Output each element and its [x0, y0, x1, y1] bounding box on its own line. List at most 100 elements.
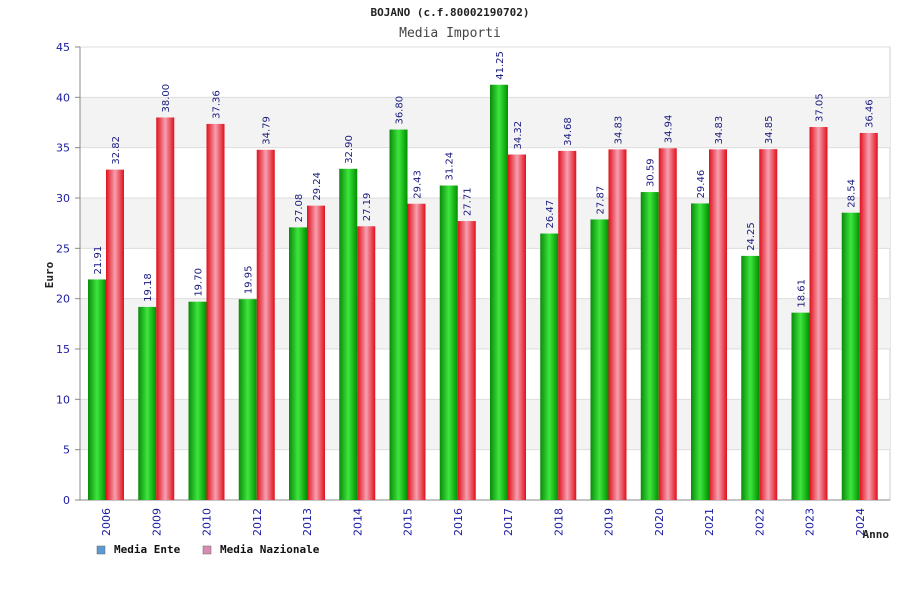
- bar: [357, 226, 376, 500]
- data-label: 38.00: [161, 84, 172, 113]
- legend-swatch: [202, 545, 212, 555]
- x-tick-label: 2014: [351, 508, 364, 536]
- bar: [206, 123, 225, 500]
- chart-subtitle: Media Importi: [399, 26, 501, 41]
- x-tick-label: 2018: [552, 508, 565, 536]
- bar: [156, 117, 175, 500]
- data-label: 34.32: [513, 121, 524, 150]
- data-label: 34.83: [714, 116, 725, 145]
- data-label: 31.24: [445, 152, 456, 181]
- bar: [339, 168, 358, 500]
- y-tick-label: 45: [56, 41, 70, 54]
- bar: [859, 132, 878, 500]
- data-label: 30.59: [646, 158, 657, 187]
- bar: [741, 255, 760, 500]
- y-tick-label: 0: [63, 494, 70, 507]
- x-tick-label: 2019: [603, 508, 616, 536]
- y-tick-label: 25: [56, 242, 70, 255]
- data-label: 27.87: [596, 186, 607, 215]
- bar: [256, 149, 275, 500]
- y-tick-label: 5: [63, 444, 70, 457]
- legend-label: Media Nazionale: [220, 543, 320, 556]
- data-label: 21.91: [93, 246, 104, 275]
- data-label: 34.94: [664, 115, 675, 144]
- bar: [640, 192, 659, 500]
- bar: [188, 301, 207, 500]
- data-label: 18.61: [797, 279, 808, 308]
- bars: 21.91 32.82 19.18 38.00 19.70 37.36 19.95 34.79…: [88, 51, 878, 501]
- bar: [88, 279, 106, 500]
- y-tick-label: 10: [56, 393, 70, 406]
- x-tick-label: 2006: [100, 508, 113, 536]
- bar: [709, 149, 727, 501]
- bar: [238, 299, 257, 500]
- y-tick-label: 15: [56, 343, 70, 356]
- data-label: 32.90: [344, 135, 355, 164]
- x-tick-label: 2016: [452, 508, 465, 536]
- x-tick-label: 2009: [150, 508, 163, 536]
- bar: [439, 185, 458, 500]
- bar: [389, 129, 408, 500]
- data-label: 28.54: [847, 179, 858, 208]
- chart-title: BOJANO (c.f.80002190702): [371, 6, 530, 19]
- legend: Media Ente Media Nazionale: [96, 543, 320, 556]
- y-tick-label: 40: [56, 91, 70, 104]
- data-label: 29.46: [696, 170, 707, 199]
- legend-label: Media Ente: [114, 543, 181, 556]
- data-label: 27.71: [463, 187, 474, 216]
- bar: [658, 148, 677, 500]
- data-label: 34.68: [563, 117, 574, 146]
- bar: [558, 150, 577, 500]
- x-tick-label: 2020: [653, 508, 666, 536]
- bar: [540, 233, 559, 500]
- bar: [508, 154, 526, 500]
- data-label: 34.85: [764, 116, 775, 145]
- x-tick-label: 2024: [854, 508, 867, 536]
- bar: [407, 203, 426, 500]
- bar: [457, 221, 476, 500]
- data-label: 29.43: [413, 170, 424, 199]
- x-tick-label: 2010: [201, 508, 214, 536]
- bar: [490, 84, 508, 500]
- data-label: 26.47: [545, 200, 556, 229]
- bar: [106, 169, 124, 500]
- y-axis-label: Euro: [43, 261, 56, 288]
- bar: [691, 203, 709, 500]
- y-tick-label: 20: [56, 293, 70, 306]
- data-label: 37.05: [815, 93, 826, 122]
- bar: [590, 219, 609, 500]
- data-label: 19.95: [244, 266, 255, 295]
- bar: [841, 212, 860, 500]
- data-label: 29.24: [312, 172, 323, 201]
- data-label: 19.18: [143, 273, 154, 302]
- data-label: 41.25: [495, 51, 506, 80]
- data-label: 24.25: [746, 222, 757, 251]
- bar: [608, 149, 627, 501]
- data-label: 27.08: [294, 194, 305, 223]
- data-label: 37.36: [212, 90, 223, 119]
- x-axis-ticks: 2006 2009 2010 2012 2013 2014 2015 2016 2017 2018…: [100, 508, 867, 536]
- x-axis-label: Anno: [863, 528, 890, 541]
- data-label: 36.80: [395, 96, 406, 125]
- data-label: 27.19: [362, 193, 373, 222]
- data-label: 34.79: [262, 116, 273, 145]
- y-tick-label: 35: [56, 142, 70, 155]
- x-tick-label: 2013: [301, 508, 314, 536]
- data-label: 19.70: [194, 268, 205, 297]
- bar: [307, 205, 325, 500]
- x-tick-label: 2022: [753, 508, 766, 536]
- bar: [138, 306, 157, 500]
- data-label: 34.83: [614, 116, 625, 145]
- data-label: 32.82: [111, 136, 122, 165]
- x-tick-label: 2012: [251, 508, 264, 536]
- x-tick-label: 2017: [502, 508, 515, 536]
- x-tick-label: 2015: [402, 508, 415, 536]
- x-tick-label: 2023: [804, 508, 817, 536]
- bar: [791, 312, 810, 500]
- bar: [759, 149, 778, 500]
- data-label: 36.46: [865, 99, 876, 128]
- bar: [289, 227, 307, 501]
- bar: [809, 127, 828, 500]
- x-tick-label: 2021: [703, 508, 716, 536]
